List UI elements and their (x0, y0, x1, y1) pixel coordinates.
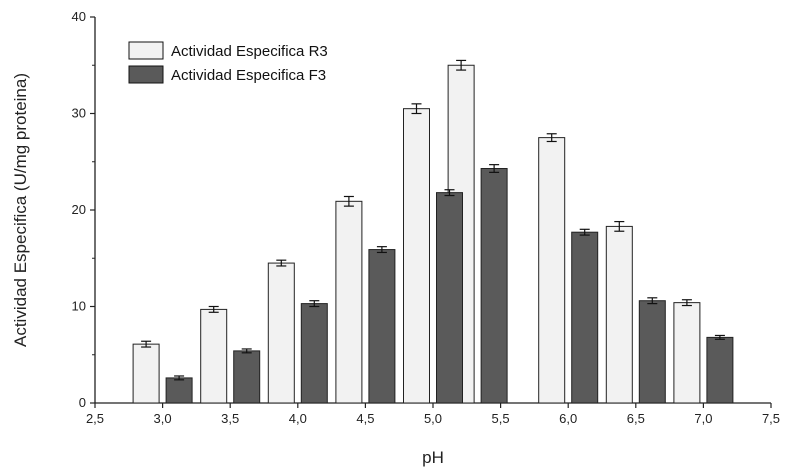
x-axis-title: pH (422, 448, 444, 467)
x-tick-label: 4,5 (356, 411, 374, 426)
bar-f3 (368, 249, 396, 404)
legend-swatch-f3 (128, 65, 164, 84)
bar-f3 (638, 300, 666, 404)
x-tick-label: 3,0 (154, 411, 172, 426)
y-axis-title: Actividad Especifica (U/mg proteina) (11, 73, 30, 347)
legend-label-r3: Actividad Especifica R3 (171, 43, 328, 60)
x-tick-label: 7,5 (762, 411, 780, 426)
x-tick-label: 5,0 (424, 411, 442, 426)
legend-label-f3: Actividad Especifica F3 (171, 67, 326, 84)
y-tick-label: 0 (79, 395, 86, 410)
x-tick-label: 4,0 (289, 411, 307, 426)
bar-r3 (267, 262, 295, 404)
bar-r3 (673, 302, 701, 404)
bar-f3 (300, 303, 328, 404)
x-tick-label: 3,5 (221, 411, 239, 426)
bar-f3 (165, 377, 193, 404)
legend-swatch-r3 (128, 41, 164, 60)
bar-r3 (200, 308, 228, 404)
bar-r3 (132, 343, 160, 404)
bars (132, 59, 734, 404)
bar-f3 (436, 192, 463, 404)
y-tick-label: 40 (72, 9, 86, 24)
bar-f3 (706, 336, 734, 404)
x-tick-label: 6,0 (559, 411, 577, 426)
y-tick-label: 10 (72, 299, 86, 314)
x-tick-label: 5,5 (492, 411, 510, 426)
bar-r3 (605, 225, 633, 404)
bar-r3 (335, 200, 363, 404)
y-tick-label: 20 (72, 202, 86, 217)
bar-f3 (571, 231, 599, 404)
bar-f3 (480, 168, 508, 404)
bar-r3 (403, 108, 430, 404)
x-tick-label: 7,0 (694, 411, 712, 426)
x-tick-label: 2,5 (86, 411, 104, 426)
y-tick-label: 30 (72, 106, 86, 121)
x-ticks: 2,5 3,0 3,5 4,0 4,5 5,0 5,5 6,0 6,5 7,0 7,5 (86, 403, 780, 426)
bar-f3 (233, 350, 261, 404)
bar-r3 (538, 137, 566, 404)
y-ticks: 0 10 20 30 40 (72, 9, 95, 410)
x-tick-label: 6,5 (627, 411, 645, 426)
legend: Actividad Especifica R3 Actividad Especi… (128, 41, 328, 84)
